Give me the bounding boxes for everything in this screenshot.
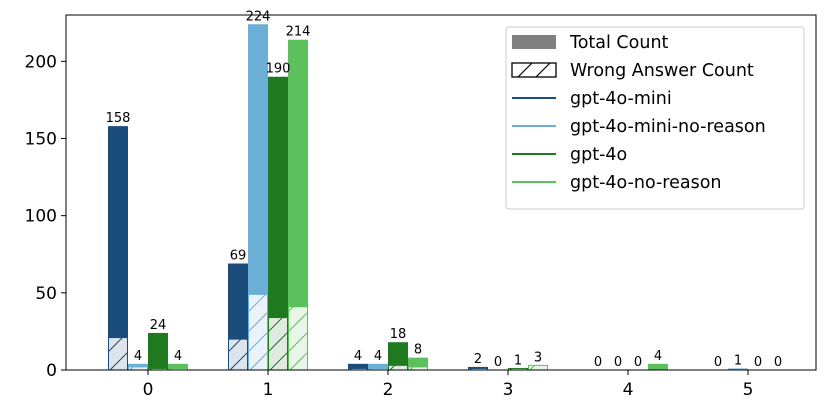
plot-frame (65, 14, 817, 371)
x-tick-label: 2 (383, 380, 394, 400)
data-label-gpt-4o-cat-2: 18 (390, 327, 407, 342)
legend-series-label: gpt-4o (570, 145, 627, 165)
bars-layer (108, 24, 748, 371)
legend-series-label: gpt-4o-mini-no-reason (570, 117, 766, 137)
x-tick-label: 0 (143, 380, 154, 400)
legend-series-label: gpt-4o-no-reason (570, 173, 722, 193)
bar-gpt-4o-cat-0 (148, 332, 168, 370)
bar-gpt-4o-mini-no-reason-cat-1 (248, 24, 268, 371)
y-tick-label: 200 (25, 52, 57, 72)
wrong-bar-gpt-4o-mini-cat-1 (228, 338, 248, 371)
wrong-bar-gpt-4o-no-reason-cat-1 (288, 306, 308, 371)
legend-box (505, 26, 805, 210)
x-tick-label: 4 (623, 380, 634, 400)
bar-gpt-4o-mini-cat-0 (108, 126, 128, 370)
x-tick-label: 1 (263, 380, 274, 400)
data-label-gpt-4o-mini-no-reason-cat-1: 224 (246, 9, 271, 24)
data-label-gpt-4o-mini-no-reason-cat-4: 0 (614, 355, 622, 370)
data-label-gpt-4o-cat-4: 0 (634, 355, 642, 370)
legend-label: Wrong Answer Count (570, 61, 754, 81)
wrong-bar-gpt-4o-cat-2 (388, 364, 408, 371)
data-label-gpt-4o-mini-no-reason-cat-5: 1 (734, 353, 742, 368)
data-label-gpt-4o-mini-cat-2: 4 (354, 349, 362, 364)
data-label-gpt-4o-no-reason-cat-0: 4 (174, 349, 182, 364)
legend: Total Count Wrong Answer Count gpt-4o-mini… (505, 26, 805, 210)
data-label-gpt-4o-mini-cat-4: 0 (594, 355, 602, 370)
legend-hatch-lines (517, 62, 551, 78)
data-label-gpt-4o-mini-cat-0: 158 (106, 111, 131, 126)
x-tick-label: 3 (503, 380, 514, 400)
data-label-gpt-4o-no-reason-cat-4: 4 (654, 349, 662, 364)
bar-gpt-4o-cat-2 (388, 342, 408, 370)
wrong-bar-gpt-4o-cat-1 (268, 317, 288, 371)
data-label-gpt-4o-mini-cat-3: 2 (474, 352, 482, 367)
x-tick-label: 5 (743, 380, 754, 400)
data-label-gpt-4o-cat-5: 0 (754, 355, 762, 370)
legend-label: Total Count (569, 33, 669, 53)
data-label-gpt-4o-no-reason-cat-1: 214 (286, 25, 311, 40)
y-tick-label: 100 (25, 207, 57, 227)
bar-gpt-4o-cat-1 (268, 76, 288, 370)
legend-series-label: gpt-4o-mini (570, 89, 672, 109)
y-tick-label: 0 (46, 361, 57, 381)
wrong-bar-gpt-4o-no-reason-cat-3 (528, 364, 548, 371)
bar-gpt-4o-mini-no-reason-cat-5 (728, 368, 748, 370)
bar-gpt-4o-mini-cat-2 (348, 363, 368, 370)
data-label-gpt-4o-mini-no-reason-cat-2: 4 (374, 349, 382, 364)
data-label-gpt-4o-no-reason-cat-3: 3 (534, 350, 542, 365)
bar-gpt-4o-mini-no-reason-cat-2 (368, 363, 388, 370)
data-label-gpt-4o-mini-cat-5: 0 (714, 355, 722, 370)
data-label-gpt-4o-no-reason-cat-2: 8 (414, 343, 422, 358)
data-label-gpt-4o-cat-3: 1 (514, 353, 522, 368)
y-tick-label: 150 (25, 129, 57, 149)
data-label-gpt-4o-cat-0: 24 (150, 318, 167, 333)
bar-gpt-4o-no-reason-cat-1 (288, 39, 308, 371)
data-label-gpt-4o-mini-cat-1: 69 (230, 249, 247, 264)
wrong-bar-gpt-4o-mini-cat-0 (108, 337, 128, 371)
y-tick-label: 50 (35, 284, 57, 304)
legend-swatch-total (512, 35, 556, 49)
bar-gpt-4o-no-reason-cat-4 (648, 363, 668, 370)
data-label-gpt-4o-mini-no-reason-cat-3: 0 (494, 355, 502, 370)
wrong-bar-gpt-4o-mini-no-reason-cat-1 (248, 293, 268, 371)
legend-swatch-wrong (511, 62, 557, 78)
data-label-gpt-4o-cat-1: 190 (266, 62, 291, 77)
data-label-gpt-4o-mini-no-reason-cat-0: 4 (134, 349, 142, 364)
data-label-gpt-4o-no-reason-cat-5: 0 (774, 355, 782, 370)
bar-gpt-4o-no-reason-cat-0 (168, 363, 188, 370)
